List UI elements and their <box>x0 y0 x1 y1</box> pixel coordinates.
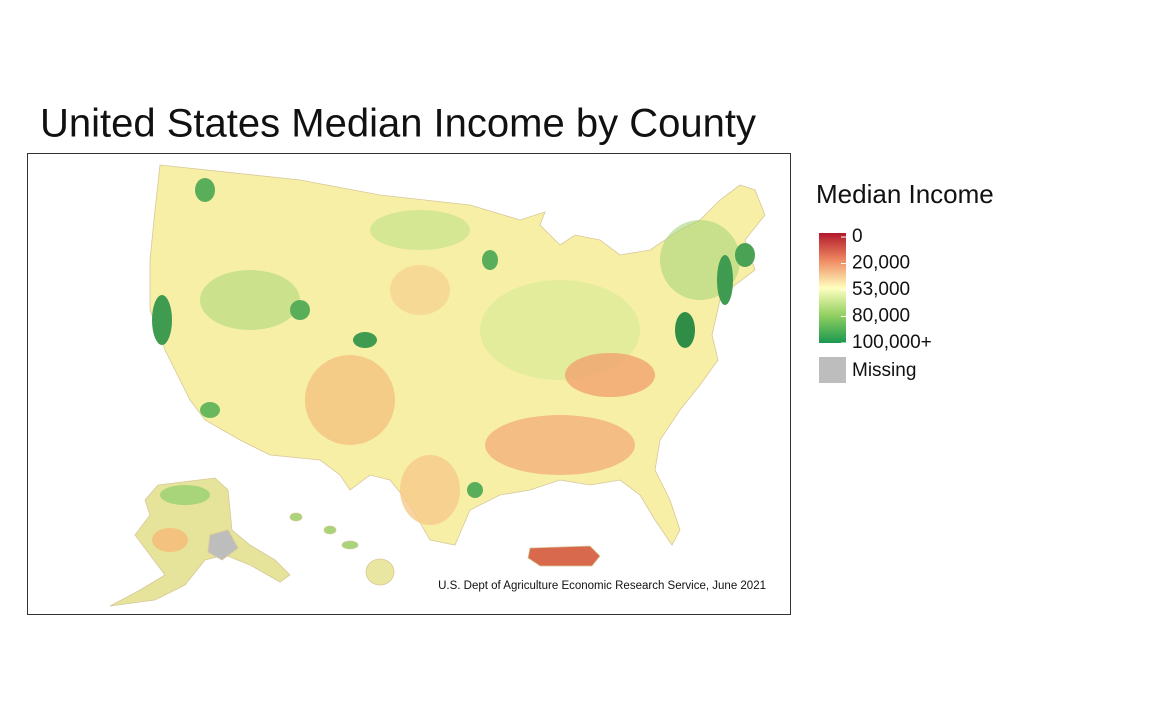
region <box>565 353 655 397</box>
region <box>160 485 210 505</box>
region <box>353 332 377 348</box>
region <box>482 250 498 270</box>
region <box>485 415 635 475</box>
legend-label: 53,000 <box>852 279 910 300</box>
legend-label: 80,000 <box>852 306 910 327</box>
source-note: U.S. Dept of Agriculture Economic Resear… <box>438 580 766 592</box>
legend-title: Median Income <box>816 179 994 209</box>
region <box>152 528 188 552</box>
region <box>675 312 695 348</box>
region <box>400 455 460 525</box>
region <box>195 178 215 202</box>
legend: 0 20,000 53,000 80,000 100,000+ Missing <box>819 226 932 383</box>
region <box>735 243 755 267</box>
legend-label: 100,000+ <box>852 332 932 353</box>
region <box>290 300 310 320</box>
legend-missing-swatch <box>819 357 846 383</box>
title: United States Median Income by County <box>40 102 756 146</box>
hawaii <box>289 512 395 586</box>
alaska <box>109 477 291 607</box>
island <box>341 540 359 550</box>
island <box>365 558 395 586</box>
region <box>370 210 470 250</box>
island <box>323 525 337 535</box>
region <box>305 355 395 445</box>
island <box>289 512 303 522</box>
region <box>200 402 220 418</box>
regions <box>152 178 755 525</box>
map <box>109 164 766 607</box>
legend-label: 0 <box>852 226 863 247</box>
legend-label: Missing <box>852 360 916 381</box>
alaska-missing <box>207 529 239 561</box>
region <box>390 265 450 315</box>
region <box>717 255 733 305</box>
legend-label: 20,000 <box>852 253 910 274</box>
region <box>467 482 483 498</box>
puerto-rico <box>527 545 601 567</box>
region <box>152 295 172 345</box>
legend-colorbar <box>819 233 846 343</box>
region <box>200 270 300 330</box>
